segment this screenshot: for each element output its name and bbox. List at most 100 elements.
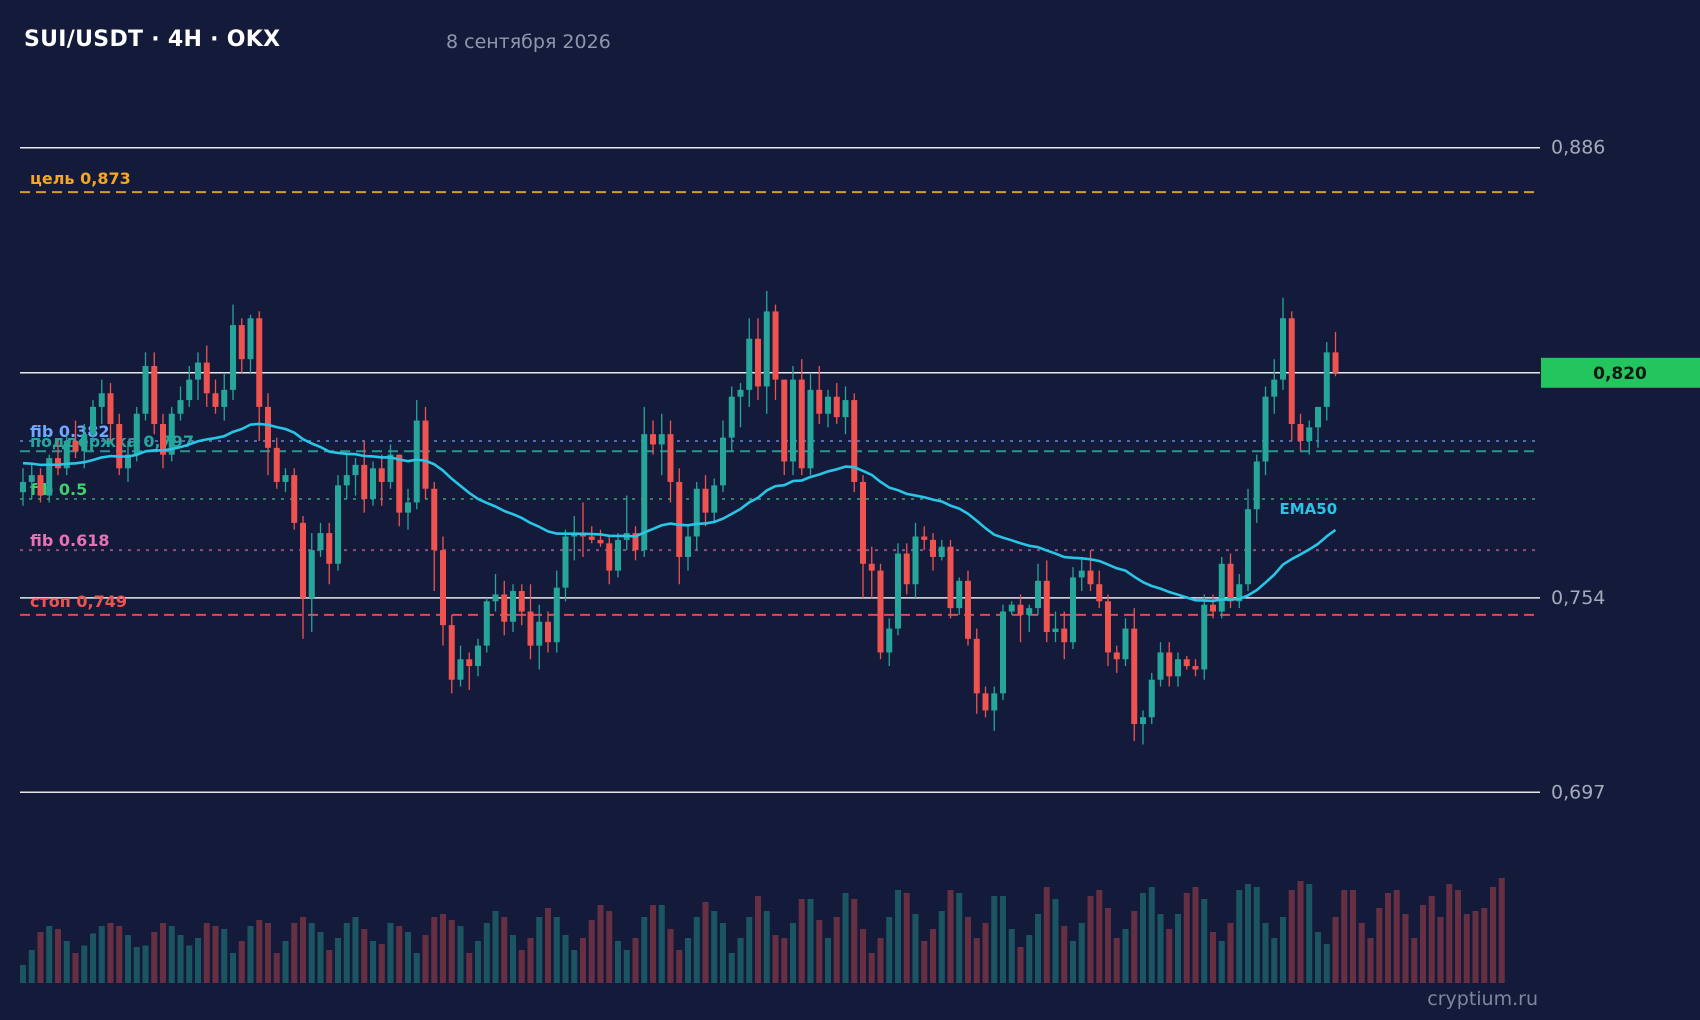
candle-body — [1253, 461, 1260, 510]
volume-bar — [903, 893, 910, 983]
candle — [1061, 611, 1068, 660]
candle — [1008, 601, 1015, 615]
candle-body — [230, 325, 236, 390]
volume-bar — [623, 950, 630, 983]
candle-body — [37, 475, 44, 496]
candle — [1148, 672, 1155, 725]
volume-bar — [895, 890, 901, 983]
candle-body — [965, 580, 971, 639]
candle-body — [361, 464, 368, 499]
volume-bar — [142, 945, 149, 983]
candle-body — [545, 621, 551, 643]
candle-body — [125, 454, 131, 469]
candle — [457, 645, 464, 687]
level-label-fib382: fib 0.382 — [30, 422, 110, 441]
volume-bar — [615, 941, 621, 983]
candle — [1017, 594, 1024, 643]
volume-bar — [1393, 890, 1400, 983]
candle — [212, 379, 219, 414]
volume-bar — [1140, 893, 1146, 983]
candle-body — [877, 570, 884, 653]
candle-body — [1008, 604, 1015, 612]
candle-body — [291, 475, 298, 523]
volume-bar — [553, 917, 560, 983]
volume-bar — [632, 938, 639, 983]
candle-body — [422, 420, 429, 489]
volume-bar — [1446, 884, 1453, 983]
volume-bar — [37, 932, 44, 983]
volume-bar — [746, 917, 753, 983]
candle-body — [1332, 352, 1339, 373]
candle-body — [81, 434, 88, 452]
volume-bar — [667, 929, 674, 983]
candle — [772, 304, 779, 401]
candle — [711, 478, 718, 523]
candle-body — [1245, 509, 1251, 585]
candle-body — [63, 441, 70, 469]
candle-body — [938, 546, 945, 557]
candle — [886, 618, 893, 667]
candle — [1140, 710, 1146, 745]
candle — [545, 611, 551, 653]
candle-body — [1323, 352, 1330, 407]
volume-bar — [510, 935, 516, 983]
candle-body — [492, 594, 499, 602]
candle-body — [466, 659, 473, 667]
volume-bar — [72, 953, 79, 983]
volume-bar — [387, 923, 394, 983]
ema-label: EMA50 — [1280, 500, 1338, 518]
candle-body — [755, 338, 761, 387]
candle — [63, 434, 70, 476]
volume-bar — [1437, 917, 1444, 983]
candle — [553, 570, 560, 653]
candle-body — [1157, 652, 1164, 680]
volume-bar — [1271, 938, 1278, 983]
volume-bar — [956, 893, 963, 983]
volume-bar — [195, 938, 201, 983]
candle — [1175, 652, 1181, 687]
candle-body — [1218, 563, 1225, 612]
volume-bar — [125, 935, 131, 983]
volume-bar — [1105, 908, 1111, 983]
candle — [965, 570, 971, 646]
candle-body — [737, 389, 744, 397]
volume-bar — [860, 929, 866, 983]
candle — [903, 543, 910, 595]
volume-bar — [203, 923, 210, 983]
candle — [387, 444, 394, 489]
volume-bar — [282, 941, 289, 983]
candle — [343, 454, 350, 499]
volume-bar — [842, 893, 849, 983]
candle-body — [343, 475, 350, 486]
candle — [203, 345, 210, 407]
candle-body — [1087, 570, 1094, 585]
candle — [973, 628, 980, 714]
candle-body — [282, 475, 289, 482]
candle-body — [1017, 604, 1024, 615]
candle-body — [1271, 379, 1278, 397]
current-price-badge — [1541, 357, 1700, 388]
candle-body — [685, 536, 691, 557]
volume-bar — [81, 945, 88, 983]
volume-bar — [1113, 938, 1120, 983]
candle — [396, 454, 403, 527]
candle — [133, 406, 140, 462]
candle — [361, 441, 368, 513]
candle — [685, 526, 691, 571]
candle — [1262, 386, 1269, 476]
candle-body — [711, 485, 718, 513]
volume-bar — [440, 914, 446, 983]
candle-body — [641, 434, 648, 551]
candle-body — [448, 625, 455, 680]
candle — [107, 383, 114, 442]
candle — [580, 502, 586, 557]
candle — [116, 413, 123, 476]
volume-bar — [833, 917, 840, 983]
volume-bar — [1078, 923, 1085, 983]
volume-bar — [1192, 887, 1199, 983]
candle — [475, 638, 481, 677]
candle — [1122, 618, 1129, 667]
candle-body — [1183, 659, 1190, 667]
volume-bar — [317, 932, 324, 983]
candle-body — [1201, 604, 1208, 670]
